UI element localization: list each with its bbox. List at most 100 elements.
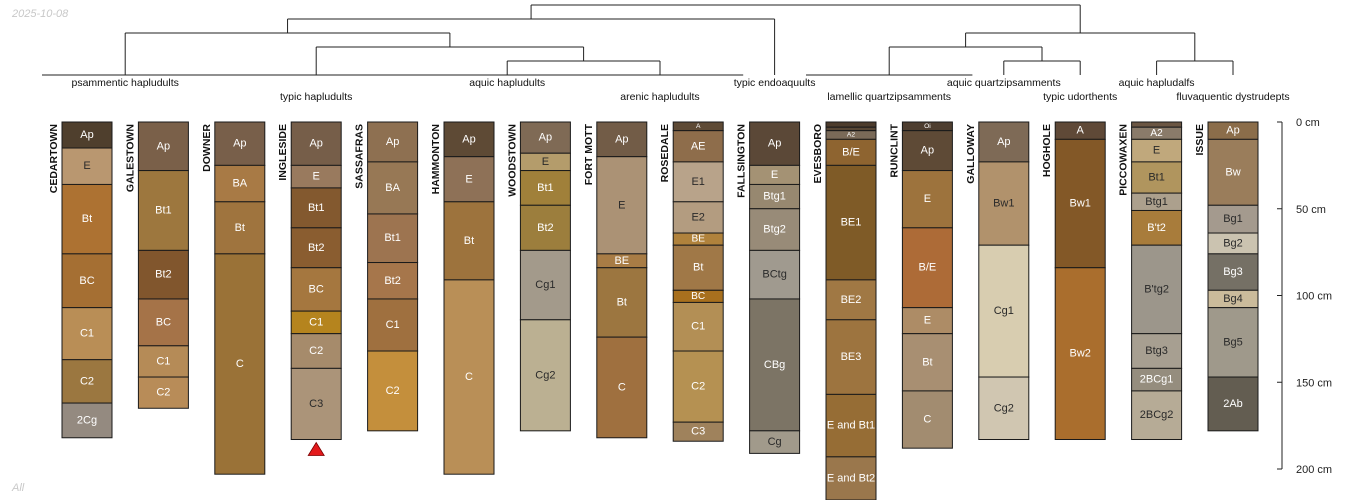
horizon-label: Ap — [233, 138, 246, 150]
horizon-label: A2 — [1150, 128, 1163, 139]
horizon-label: Cg2 — [535, 369, 555, 381]
horizon-label: E — [465, 173, 472, 185]
horizon-label: C1 — [80, 328, 94, 340]
horizon — [1207, 138, 1259, 206]
horizon — [978, 121, 1030, 163]
horizon-label: Bt1 — [384, 232, 401, 244]
horizon — [825, 126, 877, 132]
horizon — [214, 253, 266, 475]
horizon-label: BE3 — [841, 351, 862, 363]
horizon — [749, 183, 801, 210]
horizon — [901, 227, 953, 309]
horizon-label: C — [618, 381, 626, 393]
horizon-label: Oi — [924, 123, 931, 130]
profile-name: ISSUE — [1194, 124, 1206, 156]
horizon — [825, 393, 877, 458]
horizon-label: A2 — [847, 132, 855, 139]
horizon — [61, 183, 113, 255]
horizon — [519, 170, 571, 206]
horizon-label: BC — [79, 275, 94, 287]
horizon-label: C1 — [691, 321, 705, 333]
horizon-label: E — [83, 160, 90, 172]
horizon — [596, 336, 648, 439]
horizon-label: Btg3 — [1145, 345, 1168, 357]
horizon-label: BC — [156, 316, 171, 328]
horizon — [290, 267, 342, 312]
horizon-label: C3 — [691, 426, 705, 438]
horizon-label: Bt — [617, 296, 627, 308]
horizon — [367, 350, 419, 432]
horizon-label: Ap — [768, 138, 781, 150]
horizon-label: Ap — [921, 145, 934, 157]
profile-name: FORT MOTT — [583, 123, 595, 185]
profile-name: FALLSINGTON — [736, 124, 748, 198]
horizon-label: B't2 — [1147, 222, 1166, 234]
horizon — [596, 121, 648, 158]
horizon — [214, 164, 266, 203]
horizon-label: E2 — [691, 211, 704, 223]
horizon-label: A — [696, 123, 701, 130]
horizon — [137, 298, 189, 347]
horizon-label: Bw1 — [1069, 198, 1090, 210]
horizon-label: Bt2 — [384, 275, 401, 287]
horizon-label: BE — [614, 255, 629, 267]
horizon-label: Cg — [768, 436, 782, 448]
horizon-label: Ap — [80, 129, 93, 141]
horizon — [367, 298, 419, 352]
horizon — [367, 213, 419, 264]
horizon-label: C — [465, 371, 473, 383]
horizon-label: B/E — [842, 146, 860, 158]
horizon — [290, 367, 342, 441]
horizon-label: CBg — [764, 359, 785, 371]
horizon — [672, 161, 724, 203]
horizon — [1054, 267, 1106, 441]
marker-triangle — [307, 441, 325, 456]
horizon-label: C — [236, 358, 244, 370]
horizon-label: E — [1153, 145, 1160, 157]
horizon-label: Bt1 — [155, 204, 172, 216]
profile-name: WOODSTOWN — [506, 124, 518, 197]
horizon — [749, 249, 801, 300]
horizon — [1131, 333, 1183, 369]
horizon-label: Ap — [1226, 125, 1239, 137]
horizon-label: Ap — [309, 138, 322, 150]
horizon-label: Bt1 — [308, 202, 325, 214]
horizon — [596, 156, 648, 255]
horizon — [672, 350, 724, 423]
horizon-label: E — [924, 315, 931, 327]
profile-name: EVESBORO — [812, 124, 824, 184]
depth-axis-label: 50 cm — [1296, 204, 1326, 216]
horizon — [214, 121, 266, 166]
group-label: arenic hapludults — [620, 91, 699, 103]
horizon-label: Bt — [922, 356, 932, 368]
horizon-label: Bg3 — [1223, 266, 1243, 278]
horizon — [290, 187, 342, 229]
horizon-label: 2Cg — [77, 414, 97, 426]
horizon-label: C2 — [309, 345, 323, 357]
horizon — [367, 161, 419, 215]
horizon-label: A — [1077, 125, 1085, 137]
horizon — [1207, 307, 1259, 378]
group-label: typic hapludults — [280, 91, 352, 103]
horizon-label: Bg5 — [1223, 336, 1243, 348]
horizon — [978, 376, 1030, 441]
date-stamp: 2025-10-08 — [12, 8, 69, 20]
horizon — [825, 456, 877, 500]
horizon-label: E and Bt2 — [827, 472, 875, 484]
horizon — [61, 402, 113, 439]
group-label: typic udorthents — [1043, 91, 1117, 103]
subset-label: All — [12, 482, 25, 494]
horizon-label: E — [771, 169, 778, 181]
horizon — [214, 201, 266, 255]
horizon-label: C — [923, 414, 931, 426]
horizon — [519, 121, 571, 154]
horizon — [1131, 121, 1183, 128]
horizon — [137, 170, 189, 251]
horizon-label: BA — [385, 182, 400, 194]
horizon — [1054, 138, 1106, 269]
horizon — [825, 138, 877, 166]
horizon-label: BA — [232, 178, 247, 190]
horizon-label: Ap — [157, 140, 170, 152]
horizon — [367, 262, 419, 300]
